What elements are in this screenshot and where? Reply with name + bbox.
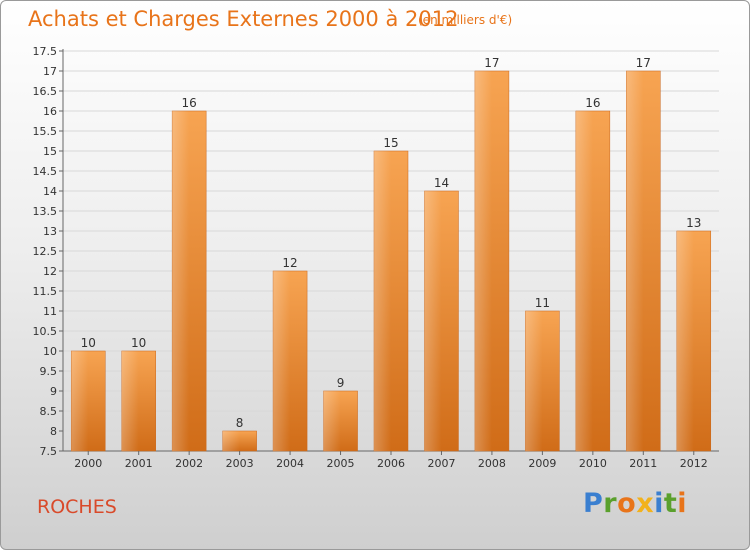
y-tick-label: 11.5 xyxy=(33,285,58,298)
bar-highlight xyxy=(676,231,694,451)
x-tick-label: 2000 xyxy=(74,457,102,470)
y-tick-label: 14 xyxy=(43,185,57,198)
y-tick-label: 10 xyxy=(43,345,57,358)
y-tick-label: 9 xyxy=(50,385,57,398)
logo-letter: r xyxy=(603,488,618,519)
y-tick-label: 12 xyxy=(43,265,57,278)
bar-highlight xyxy=(273,271,291,451)
x-tick-label: 2006 xyxy=(377,457,405,470)
logo-letter: i xyxy=(654,488,664,519)
bar-highlight xyxy=(121,351,139,451)
data-label: 10 xyxy=(81,336,96,350)
x-tick-label: 2002 xyxy=(175,457,203,470)
data-label: 9 xyxy=(337,376,345,390)
y-tick-label: 16 xyxy=(43,105,57,118)
commune-name: ROCHES xyxy=(37,496,117,518)
proxiti-logo: Proxiti xyxy=(583,488,687,519)
bar-highlight xyxy=(71,351,89,451)
y-tick-label: 17 xyxy=(43,65,57,78)
x-tick-label: 2009 xyxy=(528,457,556,470)
y-axis-ticks: 7.5 8 8.5 9 9.5 10 10.5 11 11.5 12 12.5 13 13.5 14 14.… xyxy=(33,45,63,458)
y-tick-label: 13 xyxy=(43,225,57,238)
bar-highlight xyxy=(424,191,442,451)
y-tick-label: 17.5 xyxy=(33,45,58,58)
data-label: 8 xyxy=(236,416,244,430)
bar-highlight xyxy=(626,71,644,451)
x-tick-label: 2005 xyxy=(327,457,355,470)
y-tick-label: 12.5 xyxy=(33,245,58,258)
x-tick-label: 2007 xyxy=(427,457,455,470)
logo-letter: o xyxy=(617,488,637,519)
y-tick-label: 11 xyxy=(43,305,57,318)
y-tick-label: 16.5 xyxy=(33,85,58,98)
data-label: 11 xyxy=(535,296,550,310)
bar-highlight xyxy=(374,151,391,451)
data-label: 14 xyxy=(434,176,449,190)
x-tick-label: 2004 xyxy=(276,457,304,470)
x-tick-label: 2003 xyxy=(226,457,254,470)
data-label: 16 xyxy=(182,96,197,110)
bar-highlight xyxy=(474,71,492,451)
data-label: 15 xyxy=(383,136,398,150)
data-label: 16 xyxy=(585,96,600,110)
logo-letter: i xyxy=(677,488,688,519)
data-label: 13 xyxy=(686,216,701,230)
data-label: 10 xyxy=(131,336,146,350)
x-tick-label: 2011 xyxy=(629,457,657,470)
y-tick-label: 10.5 xyxy=(33,325,58,338)
data-labels: 10 10 16 8 12 9 15 14 17 11 16 17 13 xyxy=(81,56,702,430)
x-tick-label: 2010 xyxy=(579,457,607,470)
data-label: 12 xyxy=(282,256,297,270)
x-tick-label: 2001 xyxy=(125,457,153,470)
y-tick-label: 13.5 xyxy=(33,205,58,218)
x-tick-label: 2012 xyxy=(680,457,708,470)
x-axis-ticks: 2000 2001 2002 2003 2004 2005 2006 2007 2008 2009… xyxy=(74,451,708,470)
bar-highlight xyxy=(172,111,190,451)
data-label: 17 xyxy=(636,56,651,70)
chart-subtitle: (en milliers d'€) xyxy=(418,13,513,27)
y-tick-label: 7.5 xyxy=(40,445,58,458)
data-label: 17 xyxy=(484,56,499,70)
bars xyxy=(70,70,712,452)
y-tick-label: 8.5 xyxy=(40,405,58,418)
y-tick-label: 9.5 xyxy=(40,365,58,378)
y-tick-label: 8 xyxy=(50,425,57,438)
x-tick-label: 2008 xyxy=(478,457,506,470)
bar-highlight xyxy=(222,431,240,451)
logo-letter: x xyxy=(636,488,655,519)
logo-letter: t xyxy=(663,488,678,519)
bar-highlight xyxy=(525,311,543,451)
chart-title: Achats et Charges Externes 2000 à 2012 xyxy=(28,7,459,31)
bar-highlight xyxy=(575,111,593,451)
y-tick-label: 14.5 xyxy=(33,165,58,178)
bar-highlight xyxy=(323,391,341,451)
logo-letter: P xyxy=(583,488,604,519)
y-tick-label: 15.5 xyxy=(33,125,58,138)
y-tick-label: 15 xyxy=(43,145,57,158)
